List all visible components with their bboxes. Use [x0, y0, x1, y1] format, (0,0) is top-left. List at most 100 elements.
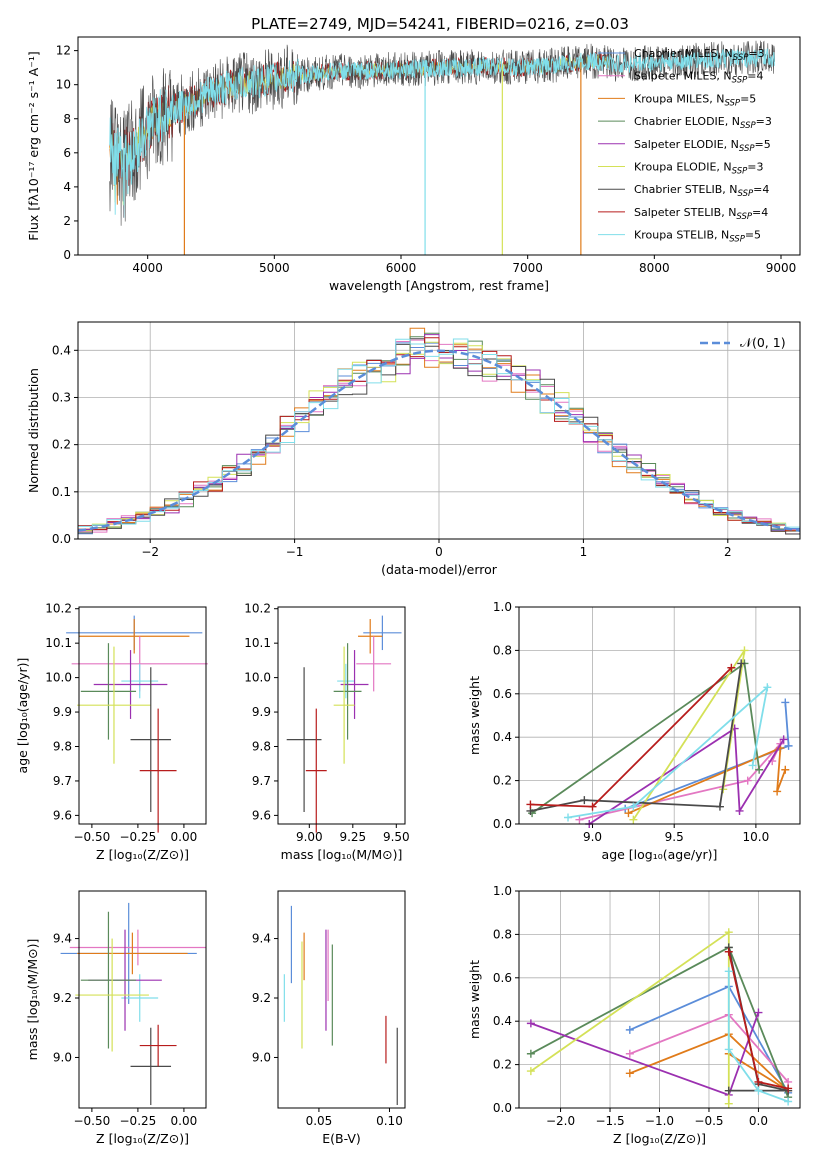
normal-curve	[78, 349, 800, 532]
y-tick-label: 0.1	[52, 485, 71, 499]
x-tick-label: 0.0	[749, 1114, 768, 1128]
y-tick-label: 0.0	[493, 817, 512, 831]
x-tick-label: 9.0	[583, 830, 602, 844]
x-tick-label: 9.00	[296, 830, 323, 844]
legend-value: =5	[740, 92, 756, 105]
y-tick-label: 9.6	[252, 808, 271, 822]
x-tick-label: −2.0	[546, 1114, 575, 1128]
x-tick-label: −0.25	[120, 830, 157, 844]
y-tick-label: 1.0	[493, 600, 512, 614]
legend-value: =4	[747, 70, 763, 83]
legend-value: =3	[748, 47, 764, 60]
legend-entry: Kroupa MILES, NSSP=5	[634, 92, 756, 108]
y-tick-label: 0.0	[52, 532, 71, 546]
y-tick-label: 0.0	[493, 1101, 512, 1115]
weight-vs-metallicity-panel: −2.0 −1.5 −1.0 −0.5 0.0 0.0 0.2 0.4 0.6 0.8 1.0 Z […	[467, 884, 801, 1146]
legend-name: Salpeter MILES, N	[634, 70, 732, 83]
age-vs-mass-panel: 9.00 9.25 9.50 9.6 9.7 9.8 9.9 10.0 10.1 10.2 mass…	[244, 602, 409, 862]
y-tick-label: 0.4	[493, 1014, 512, 1028]
mass-vs-ebv-panel: 0.05 0.10 9.0 9.2 9.4 E(B-V)	[252, 890, 406, 1146]
weight-marker	[740, 646, 749, 655]
legend-name: Chabrier MILES, N	[634, 47, 733, 60]
legend-sub: SSP	[736, 212, 752, 222]
axes-frame	[78, 606, 207, 825]
y-tick-label: 9.6	[53, 808, 72, 822]
weight-marker	[526, 1049, 535, 1058]
x-axis-label: E(B-V)	[322, 1131, 361, 1146]
weight-marker	[580, 796, 589, 805]
legend-entry: Chabrier STELIB, NSSP=4	[634, 183, 769, 199]
y-tick-label: 9.7	[252, 774, 271, 788]
x-tick-label: 8000	[639, 261, 670, 275]
x-tick-label: 7000	[512, 261, 543, 275]
x-tick-label: −0.5	[694, 1114, 723, 1128]
legend-sub: SSP	[732, 167, 748, 177]
spectrum-line	[109, 40, 775, 226]
weight-marker	[743, 776, 752, 785]
y-tick-label: 0.8	[493, 643, 512, 657]
legend-sub: SSP	[738, 189, 754, 199]
weight-marker	[735, 806, 744, 815]
y-tick-label: 12	[56, 44, 71, 58]
x-tick-label: 1	[580, 545, 588, 559]
x-tick-label: 2	[724, 545, 732, 559]
y-tick-label: 10.1	[244, 636, 271, 650]
weight-marker	[748, 761, 757, 770]
weight-marker	[781, 698, 790, 707]
legend-value: =5	[755, 138, 771, 151]
legend-sub: SSP	[740, 121, 756, 131]
y-tick-label: 9.8	[252, 740, 271, 754]
x-axis-label: (data-model)/error	[381, 562, 498, 577]
x-tick-label: −1	[286, 545, 304, 559]
x-tick-label: 0.00	[171, 830, 198, 844]
y-tick-label: 0.2	[493, 774, 512, 788]
x-axis-label: age [log₁₀(age/yr)]	[602, 847, 718, 862]
weight-marker	[724, 1099, 733, 1108]
legend-name: Kroupa ELODIE, N	[634, 161, 732, 174]
x-axis-label: Z [log₁₀(Z/Z⊙)]	[96, 1131, 189, 1146]
weight-marker	[784, 1097, 793, 1106]
weight-marker	[754, 1086, 763, 1095]
y-tick-label: 9.2	[53, 991, 72, 1005]
legend-entry: Salpeter STELIB, NSSP=4	[634, 206, 768, 222]
y-tick-label: 0.4	[493, 730, 512, 744]
legend-name: Kroupa STELIB, N	[634, 229, 729, 242]
weight-marker	[724, 1086, 733, 1095]
x-axis-label: Z [log₁₀(Z/Z⊙)]	[96, 847, 189, 862]
weight-marker	[724, 947, 733, 956]
x-tick-label: −1.0	[645, 1114, 674, 1128]
weight-marker	[754, 1077, 763, 1086]
weight-marker	[763, 683, 772, 692]
legend-entry: Chabrier MILES, NSSP=3	[634, 47, 765, 63]
y-tick-label: 9.4	[53, 932, 72, 946]
weight-line	[567, 684, 769, 819]
y-tick-label: 9.7	[53, 774, 72, 788]
legend-sub: SSP	[729, 235, 745, 245]
weight-marker	[715, 802, 724, 811]
x-tick-label: 0	[435, 545, 443, 559]
x-tick-label: 0.10	[376, 1114, 403, 1128]
weight-marker	[625, 1069, 634, 1078]
y-tick-label: 0.4	[52, 343, 71, 357]
weight-marker	[784, 741, 793, 750]
x-axis-label: mass [log₁₀(M/M⊙)]	[281, 847, 403, 862]
x-tick-label: 9.25	[339, 830, 366, 844]
y-axis-label: mass weight	[467, 960, 482, 1039]
y-tick-label: 0.2	[493, 1058, 512, 1072]
legend-name: Chabrier ELODIE, N	[634, 115, 740, 128]
y-tick-label: 0.6	[493, 971, 512, 985]
x-tick-label: −0.25	[120, 1114, 157, 1128]
x-axis-label: Z [log₁₀(Z/Z⊙)]	[613, 1131, 706, 1146]
weight-marker	[784, 1084, 793, 1093]
x-tick-label: −2	[141, 545, 159, 559]
y-tick-label: 8	[63, 112, 71, 126]
weight-marker	[724, 1045, 733, 1054]
y-tick-label: 9.9	[252, 705, 271, 719]
legend-value: =4	[753, 183, 769, 196]
x-tick-label: 0.00	[171, 1114, 198, 1128]
y-tick-label: 0.2	[52, 438, 71, 452]
legend-entry: Kroupa ELODIE, NSSP=3	[634, 161, 764, 177]
weight-marker	[588, 802, 597, 811]
weight-line	[727, 971, 789, 1103]
